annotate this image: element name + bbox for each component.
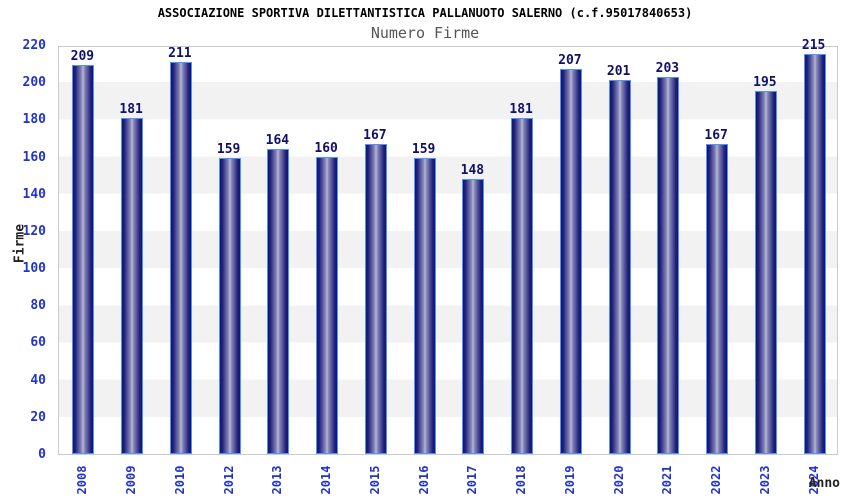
x-tick-label: 2021 bbox=[660, 465, 675, 495]
bar bbox=[608, 80, 631, 454]
x-tick-label: 2022 bbox=[709, 465, 724, 495]
bar bbox=[559, 69, 582, 454]
x-tick-label: 2016 bbox=[416, 465, 431, 495]
x-tick-label: 2019 bbox=[562, 465, 577, 495]
x-tick-label: 2017 bbox=[465, 465, 480, 495]
bar-value-label: 159 bbox=[216, 142, 241, 158]
bar bbox=[462, 178, 485, 454]
bar-value-label: 203 bbox=[655, 60, 680, 76]
bar bbox=[316, 156, 339, 454]
bar bbox=[218, 158, 241, 454]
x-tick-label: 2012 bbox=[221, 465, 236, 495]
bar bbox=[754, 91, 777, 454]
x-tick-label: 2013 bbox=[270, 465, 285, 495]
x-tick-label: 2018 bbox=[514, 465, 529, 495]
bar-value-label: 160 bbox=[314, 140, 338, 156]
bar bbox=[364, 143, 387, 454]
bar bbox=[121, 117, 144, 454]
chart-title: ASSOCIAZIONE SPORTIVA DILETTANTISTICA PA… bbox=[157, 6, 693, 20]
x-axis-title: Anno bbox=[808, 476, 840, 491]
bar-value-label: 159 bbox=[411, 142, 436, 158]
x-tick-label: 2010 bbox=[172, 465, 187, 495]
bar-value-label: 181 bbox=[509, 101, 533, 117]
chart-subtitle: Numero Firme bbox=[370, 24, 480, 42]
plot-area bbox=[58, 46, 838, 455]
y-tick-label: 60 bbox=[30, 335, 46, 351]
bar bbox=[72, 65, 95, 454]
y-tick-label: 40 bbox=[30, 372, 46, 388]
bar bbox=[267, 149, 290, 454]
y-tick-label: 120 bbox=[22, 223, 46, 239]
bar bbox=[803, 54, 826, 454]
y-tick-label: 140 bbox=[22, 186, 46, 202]
y-tick-label: 160 bbox=[22, 149, 46, 165]
y-tick-label: 100 bbox=[22, 261, 46, 277]
x-tick-label: 2023 bbox=[757, 465, 772, 495]
bar-value-label: 209 bbox=[70, 49, 95, 65]
bar bbox=[511, 117, 534, 454]
y-tick-label: 80 bbox=[30, 298, 46, 314]
y-tick-label: 0 bbox=[38, 447, 46, 462]
y-tick-label: 200 bbox=[22, 75, 46, 91]
x-tick-label: 2014 bbox=[319, 465, 334, 495]
bar-value-label: 167 bbox=[704, 127, 728, 143]
bar-value-label: 201 bbox=[606, 64, 631, 80]
x-tick-label: 2008 bbox=[75, 465, 90, 495]
bar-value-label: 164 bbox=[265, 133, 290, 149]
bar-value-label: 215 bbox=[801, 38, 826, 54]
bar bbox=[413, 158, 436, 454]
y-tick-label: 220 bbox=[22, 38, 46, 53]
bar bbox=[169, 61, 192, 454]
bar-value-label: 167 bbox=[363, 127, 387, 143]
bar-value-label: 195 bbox=[753, 75, 777, 91]
y-tick-label: 20 bbox=[30, 409, 46, 425]
bar-value-label: 148 bbox=[460, 162, 485, 178]
bar bbox=[706, 143, 729, 454]
x-tick-label: 2020 bbox=[611, 465, 626, 495]
y-tick-label: 180 bbox=[22, 112, 46, 128]
x-tick-label: 2009 bbox=[124, 465, 139, 495]
x-tick-label: 2015 bbox=[367, 465, 382, 495]
bar-value-label: 211 bbox=[168, 45, 192, 61]
bar bbox=[657, 76, 680, 454]
bar-value-label: 181 bbox=[119, 101, 143, 117]
bar-value-label: 207 bbox=[558, 53, 582, 69]
